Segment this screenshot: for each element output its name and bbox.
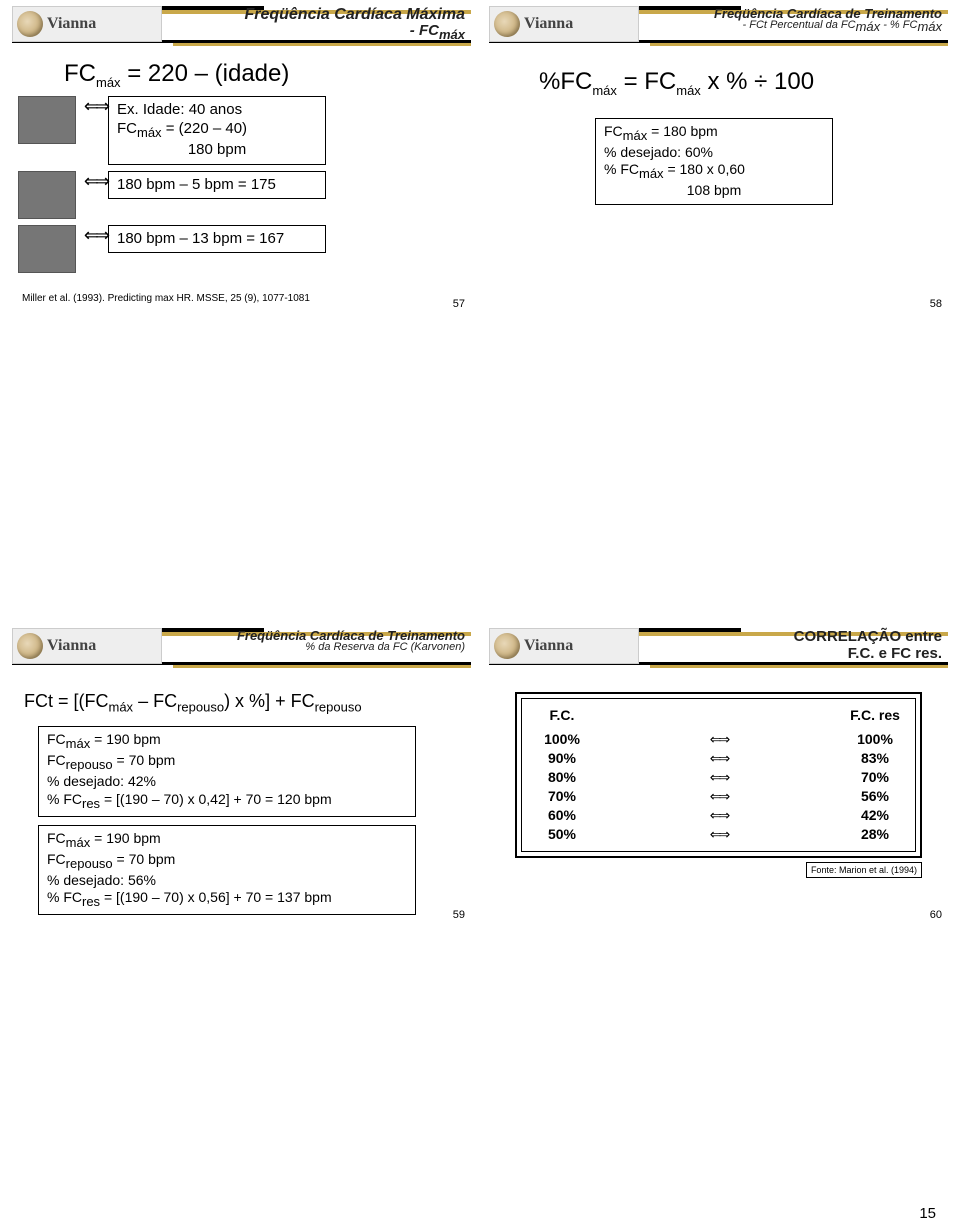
logo-text: Vianna [47, 15, 96, 33]
slide-title: Freqüência Cardíaca de Treinamento % da … [237, 628, 465, 653]
logo: Vianna [12, 628, 162, 664]
thumb-bike [18, 171, 76, 219]
calc-box-1: FCmáx = 190 bpm FCrepouso = 70 bpm % des… [38, 726, 416, 817]
logo-face-icon [494, 11, 520, 37]
col-header-fcres: F.C. res [845, 707, 905, 723]
double-arrow-icon: ⇐⇒ [592, 788, 845, 805]
slide-header: Vianna Freqüência Cardíaca Máxima - FCmá… [12, 6, 471, 50]
logo-text: Vianna [524, 637, 573, 655]
logo-text: Vianna [524, 15, 573, 33]
slide-body: F.C. F.C. res 100%⇐⇒100% 90%⇐⇒83% 80%⇐⇒70%… [489, 678, 948, 878]
calc-box-2: FCmáx = 190 bpm FCrepouso = 70 bpm % des… [38, 825, 416, 916]
logo-face-icon [17, 11, 43, 37]
double-arrow-icon: ⇐⇒ [592, 731, 845, 748]
logo-text: Vianna [47, 637, 96, 655]
slide-header: Vianna CORRELAÇÃO entre F.C. e FC res. [489, 628, 948, 672]
karvonen-formula: FCt = [(FCmáx – FCrepouso) x %] + FCrepo… [24, 690, 465, 716]
slide-number: 60 [930, 909, 942, 921]
double-arrow-icon: ⇐⇒ [84, 225, 106, 246]
thumb-pool [18, 225, 76, 273]
calc-box: FCmáx = 180 bpm % desejado: 60% % FCmáx … [595, 118, 833, 205]
source-box: Fonte: Marion et al. (1994) [806, 862, 922, 878]
double-arrow-icon: ⇐⇒ [84, 96, 106, 117]
double-arrow-icon: ⇐⇒ [592, 807, 845, 824]
table-row: 90%⇐⇒83% [532, 750, 905, 767]
example-box-3: 180 bpm – 13 bpm = 167 [108, 225, 326, 254]
main-equation: %FCmáx = FCmáx x % ÷ 100 [495, 60, 942, 104]
logo: Vianna [489, 628, 639, 664]
slide-body: %FCmáx = FCmáx x % ÷ 100 FCmáx = 180 bpm… [489, 56, 948, 205]
slide-60: Vianna CORRELAÇÃO entre F.C. e FC res. F… [489, 628, 948, 922]
slide-number: 58 [930, 298, 942, 310]
slide-title: Freqüência Cardíaca de Treinamento - FCt… [714, 6, 942, 34]
page-number: 15 [919, 1205, 936, 1222]
col-header-fc: F.C. [532, 707, 592, 723]
table-row: 60%⇐⇒42% [532, 807, 905, 824]
example-box-1: Ex. Idade: 40 anos FCmáx = (220 – 40) 18… [108, 96, 326, 165]
slide-59: Vianna Freqüência Cardíaca de Treinament… [12, 628, 471, 922]
slide-title: Freqüência Cardíaca Máxima - FCmáx [244, 6, 465, 42]
slide-57: Vianna Freqüência Cardíaca Máxima - FCmá… [12, 6, 471, 310]
slide-title: CORRELAÇÃO entre F.C. e FC res. [794, 628, 942, 662]
logo: Vianna [489, 6, 639, 42]
slide-number: 59 [453, 909, 465, 921]
correlation-table: F.C. F.C. res 100%⇐⇒100% 90%⇐⇒83% 80%⇐⇒70%… [515, 692, 922, 858]
table-row: 50%⇐⇒28% [532, 826, 905, 843]
logo: Vianna [12, 6, 162, 42]
table-row: 80%⇐⇒70% [532, 769, 905, 786]
slide-body: FCt = [(FCmáx – FCrepouso) x %] + FCrepo… [12, 678, 471, 916]
slides-grid: Vianna Freqüência Cardíaca Máxima - FCmá… [0, 0, 960, 921]
double-arrow-icon: ⇐⇒ [592, 750, 845, 767]
example-row-2: ⇐⇒ 180 bpm – 5 bpm = 175 [18, 171, 465, 219]
citation: Miller et al. (1993). Predicting max HR.… [22, 293, 465, 304]
main-equation: FCmáx = 220 – (idade) [64, 60, 465, 90]
thumb-cyclist [18, 96, 76, 144]
slide-body: FCmáx = 220 – (idade) ⇐⇒ Ex. Idade: 40 a… [12, 56, 471, 304]
slide-header: Vianna Freqüência Cardíaca de Treinament… [489, 6, 948, 50]
example-row-1: ⇐⇒ Ex. Idade: 40 anos FCmáx = (220 – 40)… [18, 96, 465, 165]
double-arrow-icon: ⇐⇒ [592, 826, 845, 843]
example-row-3: ⇐⇒ 180 bpm – 13 bpm = 167 [18, 225, 465, 273]
double-arrow-icon: ⇐⇒ [84, 171, 106, 192]
slide-header: Vianna Freqüência Cardíaca de Treinament… [12, 628, 471, 672]
logo-face-icon [494, 633, 520, 659]
table-row: 100%⇐⇒100% [532, 731, 905, 748]
table-row: 70%⇐⇒56% [532, 788, 905, 805]
slide-58: Vianna Freqüência Cardíaca de Treinament… [489, 6, 948, 310]
double-arrow-icon: ⇐⇒ [592, 769, 845, 786]
logo-face-icon [17, 633, 43, 659]
example-box-2: 180 bpm – 5 bpm = 175 [108, 171, 326, 200]
slide-number: 57 [453, 298, 465, 310]
page: Vianna Freqüência Cardíaca Máxima - FCmá… [0, 0, 960, 1232]
